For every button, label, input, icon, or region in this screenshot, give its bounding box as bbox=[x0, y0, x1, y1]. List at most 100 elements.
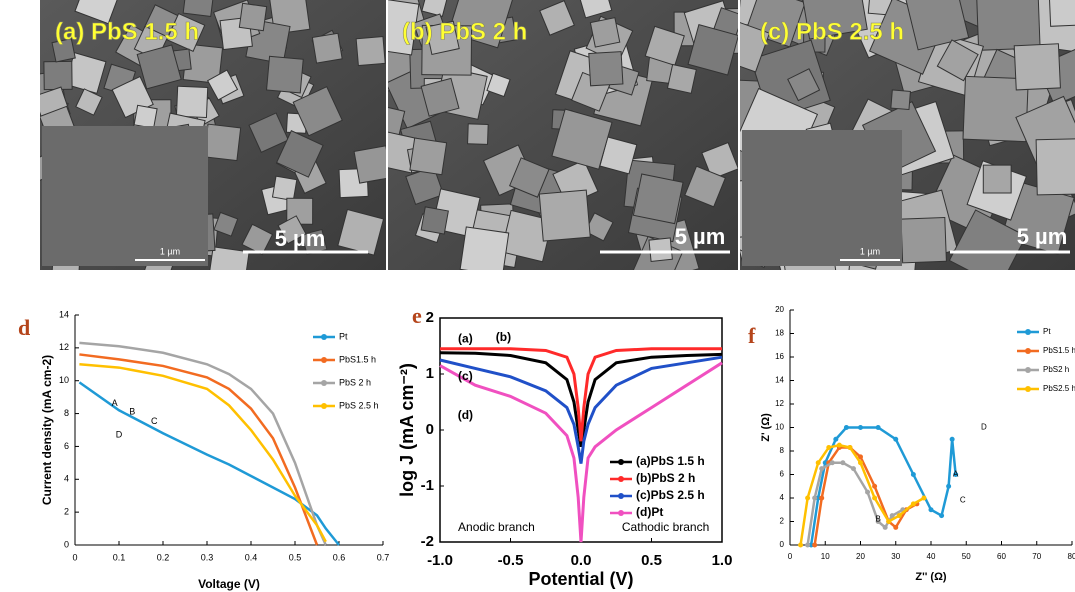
series-line bbox=[439, 351, 723, 448]
point bbox=[953, 472, 959, 477]
legend-marker bbox=[618, 510, 624, 516]
legend-marker bbox=[321, 403, 327, 409]
y-tick-label: 0 bbox=[780, 540, 785, 549]
point bbox=[910, 472, 916, 477]
panel-letter: d bbox=[18, 315, 30, 340]
y-tick-label: 12 bbox=[59, 342, 69, 352]
series-line bbox=[79, 341, 327, 546]
point bbox=[843, 425, 849, 430]
point bbox=[858, 460, 863, 466]
crystal bbox=[166, 12, 206, 52]
annotation: B bbox=[875, 514, 880, 523]
point bbox=[865, 489, 871, 495]
crystal bbox=[409, 137, 448, 176]
point bbox=[826, 444, 832, 450]
crystal bbox=[182, 0, 215, 18]
legend-label: PbS 2.5 h bbox=[339, 400, 379, 410]
point bbox=[808, 542, 814, 548]
point bbox=[875, 425, 881, 430]
legend-label: (a)PbS 1.5 h bbox=[636, 454, 705, 468]
chart: 0 0.1 0.2 0.3 0.4 0.5 0.6 0.7 0 2 4 6 8 10 12 14 d Voltag… bbox=[18, 309, 389, 591]
x-tick-label: 0.6 bbox=[333, 552, 346, 562]
sem-label: (a) PbS 1.5 h bbox=[55, 18, 199, 45]
crystal bbox=[962, 75, 1029, 143]
crystal bbox=[799, 0, 868, 40]
x-axis-title: Potential (V) bbox=[528, 569, 633, 589]
y-tick-label: 0 bbox=[64, 539, 69, 549]
point bbox=[858, 425, 863, 430]
crystal bbox=[203, 123, 242, 162]
x-tick-label: 40 bbox=[927, 552, 936, 561]
x-tick-label: 0.2 bbox=[157, 552, 170, 562]
point bbox=[819, 495, 825, 501]
annotation: (b) bbox=[496, 330, 511, 344]
point bbox=[896, 513, 902, 519]
y-tick-label: 10 bbox=[775, 423, 784, 432]
crystal bbox=[75, 88, 103, 116]
annotation: Anodic branch bbox=[458, 520, 535, 534]
crystal bbox=[277, 215, 307, 245]
crystal bbox=[238, 2, 268, 32]
series-line bbox=[79, 353, 319, 546]
y-tick-label: 18 bbox=[775, 329, 784, 338]
x-tick-label: 20 bbox=[856, 552, 865, 561]
y-tick-label: 2 bbox=[780, 517, 785, 526]
y-tick-label: 4 bbox=[780, 493, 785, 502]
chart: 0 10 20 30 40 50 60 70 80 0 2 4 6 8 10 12 14 16 18 20 f Z'' (… bbox=[748, 305, 1075, 583]
crystal bbox=[687, 24, 738, 76]
point bbox=[882, 524, 888, 530]
point bbox=[833, 436, 839, 442]
inset bbox=[742, 130, 902, 266]
annotation: C bbox=[151, 416, 158, 426]
crystal bbox=[632, 173, 684, 225]
crystal bbox=[644, 25, 685, 67]
y-tick-label: 6 bbox=[64, 441, 69, 451]
y-tick-label: 6 bbox=[780, 470, 785, 479]
charts: 0 0.1 0.2 0.3 0.4 0.5 0.6 0.702468101214dVoltag… bbox=[18, 303, 1075, 591]
crystal bbox=[420, 206, 449, 235]
legend-label: PbS2.5 h bbox=[1043, 384, 1075, 393]
panel-letter: e bbox=[412, 303, 422, 328]
crystal bbox=[701, 141, 738, 180]
legend-label: Pt bbox=[339, 331, 348, 341]
x-tick-label: 0.4 bbox=[245, 552, 258, 562]
legend-marker bbox=[618, 459, 624, 465]
crystal bbox=[136, 44, 182, 90]
crystal bbox=[905, 0, 970, 51]
legend-label: PbS2 h bbox=[1043, 365, 1069, 374]
crystal bbox=[648, 237, 673, 262]
crystal bbox=[213, 211, 239, 237]
point bbox=[875, 519, 881, 524]
legend-label: (b)PbS 2 h bbox=[636, 471, 695, 485]
point bbox=[829, 460, 835, 466]
point bbox=[840, 460, 846, 466]
point bbox=[928, 507, 934, 513]
point bbox=[939, 513, 945, 519]
y-tick-label: 20 bbox=[775, 305, 784, 314]
legend-marker bbox=[321, 380, 327, 386]
crystal bbox=[890, 89, 911, 111]
y-tick-label: 14 bbox=[59, 309, 69, 319]
scale-bar-label: 5 µm bbox=[275, 226, 326, 251]
annotation: A bbox=[112, 398, 118, 408]
crystal bbox=[51, 38, 76, 63]
annotation: (c) bbox=[458, 369, 473, 383]
crystals bbox=[388, 0, 738, 270]
x-tick-label: 0.1 bbox=[113, 552, 126, 562]
crystal bbox=[975, 0, 1041, 51]
crystal bbox=[666, 63, 697, 94]
crystal bbox=[936, 39, 979, 82]
crystal bbox=[421, 0, 449, 18]
crystal bbox=[588, 51, 624, 87]
crystal bbox=[684, 165, 727, 208]
crystal bbox=[337, 208, 385, 256]
point bbox=[921, 495, 927, 501]
x-axis-title: Voltage (V) bbox=[198, 577, 260, 591]
x-tick-label: 0.5 bbox=[289, 552, 302, 562]
crystal bbox=[982, 164, 1012, 194]
crystal bbox=[740, 18, 771, 73]
point bbox=[822, 460, 828, 466]
crystal bbox=[311, 32, 343, 64]
crystal bbox=[248, 112, 290, 154]
point bbox=[836, 442, 842, 448]
